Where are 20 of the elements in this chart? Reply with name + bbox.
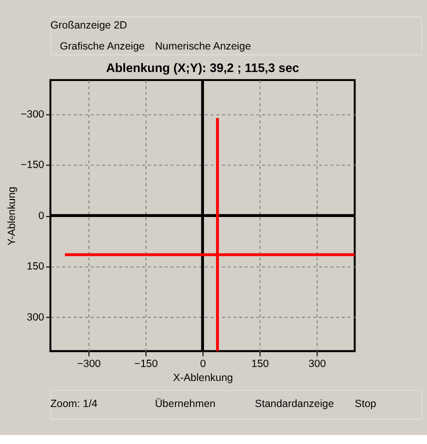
y-axis-title: Y-Ablenkung: [6, 186, 18, 246]
y-tick-label: −300: [20, 109, 44, 120]
x-tick-label: 300: [308, 358, 326, 370]
text: Grafische Anzeige: [60, 42, 145, 53]
text: Übernehmen: [155, 398, 216, 410]
y-tick-label: 300: [26, 312, 44, 324]
text: Zoom: 1/4: [50, 399, 98, 410]
y-tick-label: −150: [20, 160, 44, 172]
text: Standardanzeige: [254, 399, 334, 410]
text: Großanzeige 2D: [50, 20, 128, 32]
chart-title: Ablenkung (X;Y): 39,2 ; 115,3 sec: [106, 60, 300, 75]
text: Numerische Anzeige: [155, 42, 252, 53]
y-tick-label: 150: [26, 262, 44, 273]
x-tick-label: 150: [251, 358, 269, 370]
x-tick-label: 0: [200, 358, 206, 370]
x-tick-label: −300: [77, 358, 101, 370]
y-tick-label: 0: [38, 210, 44, 222]
x-tick-label: −150: [134, 358, 158, 370]
text: Stop: [354, 399, 376, 410]
x-axis-title: X-Ablenkung: [173, 373, 234, 384]
